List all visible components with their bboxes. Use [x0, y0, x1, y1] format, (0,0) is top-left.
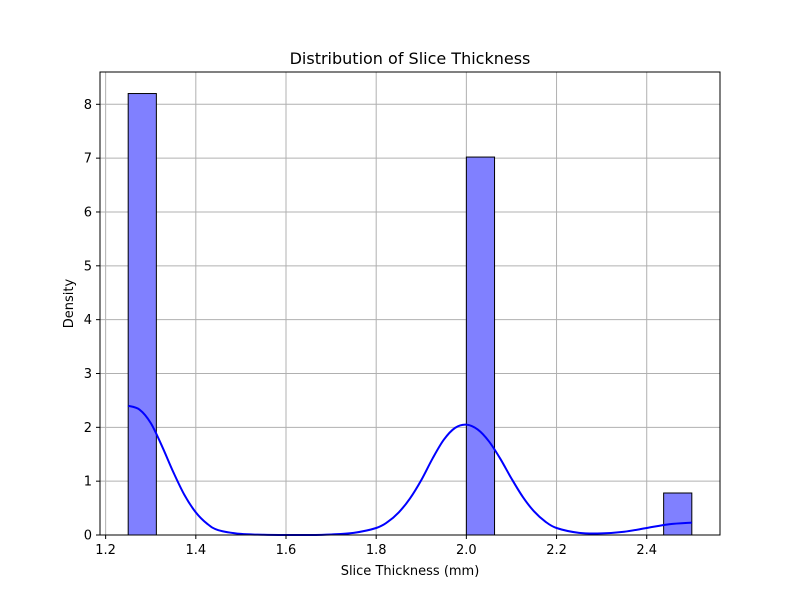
y-tick-label: 2 [84, 421, 92, 436]
plot-frame [99, 71, 721, 536]
x-tick-label: 1.8 [366, 543, 387, 558]
histogram-bars [127, 93, 693, 536]
chart-title: Distribution of Slice Thickness [290, 49, 531, 68]
y-tick-label: 4 [84, 313, 92, 328]
x-tick-label: 2.4 [636, 543, 657, 558]
histogram-bar [465, 156, 496, 536]
x-tick-label: 2.2 [546, 543, 567, 558]
y-tick-label: 3 [84, 367, 92, 382]
kde-density-line [127, 404, 692, 537]
histogram-bar [663, 492, 693, 536]
y-axis-ticks: 0 1 2 3 4 5 6 7 8 [84, 98, 100, 544]
x-tick-label: 1.6 [276, 543, 297, 558]
x-tick-label: 1.4 [185, 543, 206, 558]
grid [100, 72, 720, 536]
y-tick-label: 8 [84, 98, 92, 113]
y-tick-label: 6 [84, 205, 92, 220]
histogram-bar [127, 93, 157, 536]
kde-curve-group [127, 404, 692, 537]
y-tick-label: 5 [84, 259, 92, 274]
y-axis-label: Density [62, 278, 77, 328]
x-axis-label: Slice Thickness (mm) [341, 564, 480, 579]
x-tick-label: 2.0 [456, 543, 477, 558]
y-tick-label: 0 [84, 529, 92, 544]
x-axis-ticks: 1.2 1.4 1.6 1.8 2.0 2.2 2.4 [95, 535, 657, 558]
y-tick-label: 7 [84, 152, 92, 167]
y-tick-label: 1 [84, 475, 92, 490]
x-tick-label: 1.2 [95, 543, 116, 558]
